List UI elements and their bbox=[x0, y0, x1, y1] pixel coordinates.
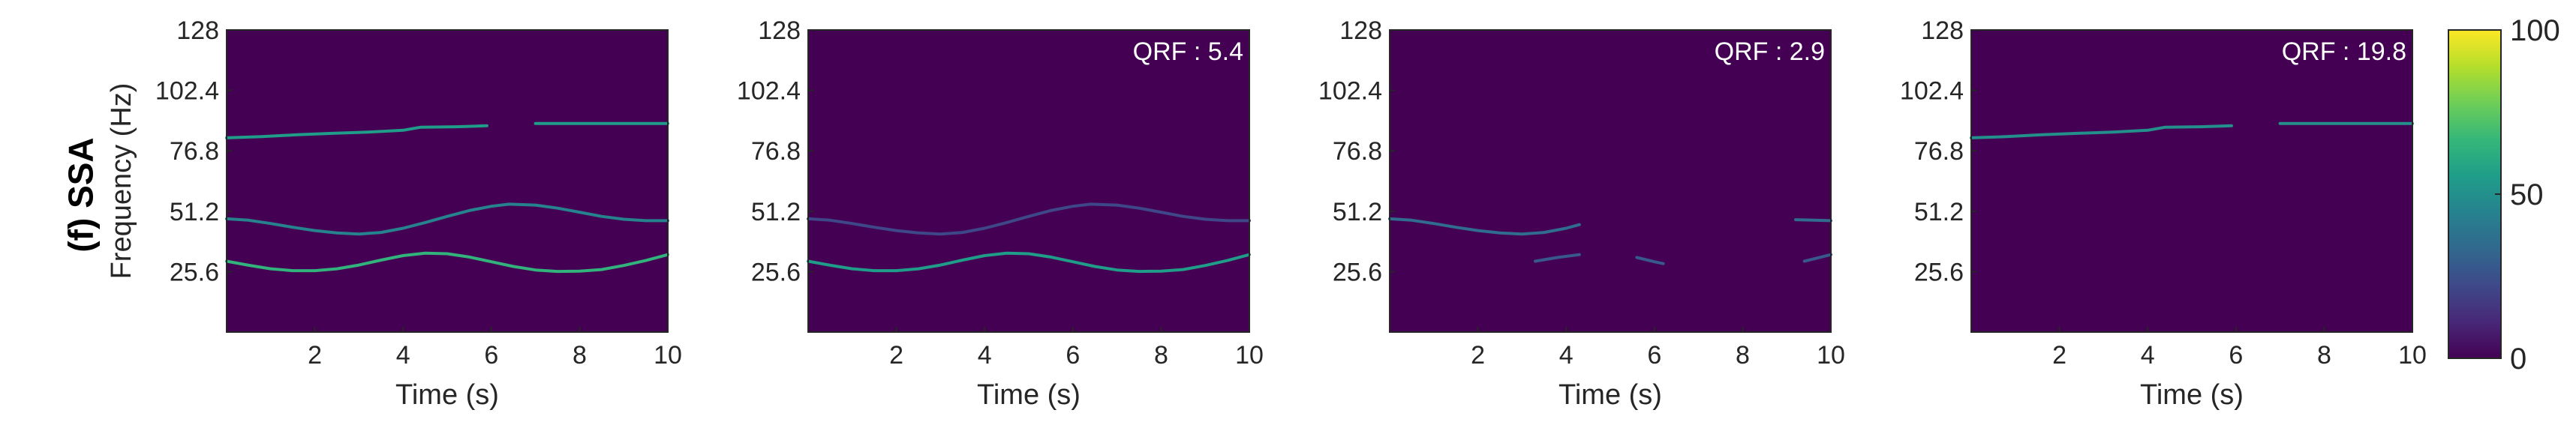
colorbar-tick-label: 100 bbox=[2510, 14, 2560, 47]
y-tick-label: 76.8 bbox=[1914, 137, 1964, 166]
x-tick-label: 2 bbox=[308, 341, 322, 370]
y-tick-label: 102.4 bbox=[1900, 77, 1964, 106]
ridge-3-segment-1 bbox=[225, 251, 669, 274]
spectrogram-panel-3: 25.6 51.2 76.8 102.4 128 2 4 6 8 10 Time (s) QRF : … bbox=[1318, 16, 1845, 411]
y-tick-label: 102.4 bbox=[155, 77, 219, 106]
x-axis-label: Time (s) bbox=[2140, 379, 2244, 411]
ridge-2-segment-1 bbox=[807, 251, 1251, 274]
x-tick-label: 8 bbox=[1736, 341, 1750, 370]
x-tick-label: 10 bbox=[1817, 341, 1845, 370]
colorbar: 0 50 100 bbox=[2448, 14, 2560, 376]
plot-background bbox=[1390, 30, 1831, 332]
x-tick-label: 4 bbox=[2141, 341, 2155, 370]
x-tick-label: 8 bbox=[1154, 341, 1168, 370]
y-tick-label: 76.8 bbox=[751, 137, 801, 166]
plot-frame bbox=[807, 29, 1250, 333]
x-tick-label: 6 bbox=[2229, 341, 2243, 370]
y-tick-label: 128 bbox=[176, 16, 219, 45]
x-tick-label: 6 bbox=[1066, 341, 1080, 370]
ridge-2-segment-1 bbox=[225, 202, 669, 236]
ridge-2-segment-1 bbox=[1534, 253, 1581, 263]
colorbar-tick-label: 50 bbox=[2510, 178, 2544, 211]
ridge-1-segment-1 bbox=[225, 124, 488, 139]
x-tick-label: 10 bbox=[2398, 341, 2427, 370]
y-tick-label: 51.2 bbox=[1914, 198, 1964, 226]
y-tick-label: 128 bbox=[1921, 16, 1964, 45]
y-tick-label: 76.8 bbox=[1333, 137, 1382, 166]
colorbar-tick-label: 0 bbox=[2510, 343, 2526, 376]
x-tick-label: 10 bbox=[654, 341, 682, 370]
ridge-1-segment-1 bbox=[1388, 217, 1581, 236]
plot-background bbox=[808, 30, 1249, 332]
spectrogram-panel-2: 25.6 51.2 76.8 102.4 128 2 4 6 8 10 Time (s) QRF : … bbox=[737, 16, 1264, 411]
x-tick-label: 4 bbox=[396, 341, 410, 370]
x-tick-label: 2 bbox=[1471, 341, 1485, 370]
y-axis-label: Frequency (Hz) bbox=[106, 83, 137, 280]
spectrogram-panel-4: 25.6 51.2 76.8 102.4 128 2 4 6 8 10 Time (s) QRF : … bbox=[1900, 16, 2427, 411]
x-tick-label: 4 bbox=[978, 341, 992, 370]
plot-background bbox=[1971, 30, 2412, 332]
ridge-2-segment-2 bbox=[1635, 256, 1665, 265]
y-tick-label: 51.2 bbox=[751, 198, 801, 226]
x-tick-label: 6 bbox=[484, 341, 498, 370]
y-tick-label: 51.2 bbox=[170, 198, 219, 226]
y-tick-label: 51.2 bbox=[1333, 198, 1382, 226]
ridge-2-segment-3 bbox=[1802, 253, 1832, 263]
x-tick-label: 4 bbox=[1559, 341, 1574, 370]
y-tick-label: 25.6 bbox=[170, 258, 219, 286]
y-tick-label: 25.6 bbox=[1333, 258, 1382, 286]
plot-background bbox=[227, 30, 668, 332]
y-tick-label: 102.4 bbox=[1318, 77, 1382, 106]
ridge-1-segment-1 bbox=[807, 202, 1251, 236]
y-tick-label: 25.6 bbox=[1914, 258, 1964, 286]
spectrogram-panel-1: 25.6 51.2 76.8 102.4 128 2 4 6 8 10 Time (s) Freque… bbox=[106, 16, 682, 411]
x-tick-label: 8 bbox=[2317, 341, 2331, 370]
qrf-annotation: QRF : 19.8 bbox=[2282, 37, 2406, 66]
y-tick-label: 128 bbox=[758, 16, 801, 45]
x-tick-label: 6 bbox=[1647, 341, 1661, 370]
x-tick-label: 2 bbox=[2052, 341, 2067, 370]
ridge-1-segment-1 bbox=[1970, 124, 2233, 139]
x-tick-label: 8 bbox=[573, 341, 587, 370]
x-tick-label: 10 bbox=[1235, 341, 1264, 370]
x-axis-label: Time (s) bbox=[977, 379, 1081, 411]
plot-frame bbox=[1389, 29, 1832, 333]
y-tick-label: 102.4 bbox=[737, 77, 801, 106]
plot-frame bbox=[1970, 29, 2413, 333]
y-tick-label: 128 bbox=[1339, 16, 1382, 45]
x-tick-label: 2 bbox=[889, 341, 903, 370]
y-tick-label: 25.6 bbox=[751, 258, 801, 286]
plot-frame bbox=[226, 29, 669, 333]
colorbar-gradient bbox=[2448, 29, 2502, 359]
x-axis-label: Time (s) bbox=[395, 379, 499, 411]
x-axis-label: Time (s) bbox=[1559, 379, 1662, 411]
qrf-annotation: QRF : 5.4 bbox=[1133, 37, 1243, 66]
y-tick-label: 76.8 bbox=[170, 137, 219, 166]
qrf-annotation: QRF : 2.9 bbox=[1715, 37, 1825, 66]
